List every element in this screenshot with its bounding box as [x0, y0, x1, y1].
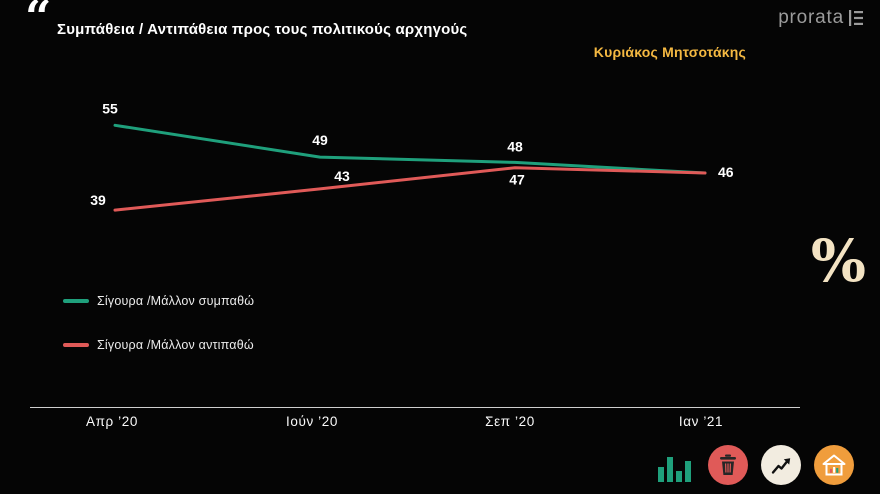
legend-label-sympathize: Σίγουρα /Μάλλον συμπαθώ [97, 294, 255, 308]
legend-label-antipathize: Σίγουρα /Μάλλον αντιπαθώ [97, 338, 254, 352]
series-line-0 [113, 123, 707, 175]
x-axis-label-apr20: Απρ ’20 [86, 414, 138, 429]
point-label: 48 [507, 138, 523, 154]
trash-icon [708, 445, 748, 485]
page-title: Συμπάθεια / Αντιπάθεια προς τους πολιτικ… [57, 21, 468, 38]
x-axis-label-jun20: Ιούν ’20 [286, 414, 338, 429]
prorata-logo: prorata [778, 7, 864, 29]
legend-swatch-green-icon [63, 299, 89, 303]
point-label: 39 [90, 192, 106, 208]
home-chart-icon [814, 445, 854, 485]
series-line-1 [113, 166, 707, 212]
footer-icons [657, 443, 854, 485]
point-label: 46 [718, 164, 734, 180]
trend-up-icon [761, 445, 801, 485]
point-label: 55 [102, 100, 118, 116]
point-label: 49 [312, 132, 328, 148]
legend: Σίγουρα /Μάλλον συμπαθώ Σίγουρα /Μάλλον … [63, 294, 254, 352]
chart-subtitle: Κυριάκος Μητσοτάκης [593, 44, 746, 60]
percent-symbol: % [810, 227, 866, 295]
bar-chart-icon [657, 443, 695, 485]
point-label: 47 [509, 172, 525, 188]
x-axis-line [30, 407, 800, 408]
prorata-logo-mark [849, 10, 863, 26]
x-axis-label-sep20: Σεπ ’20 [485, 414, 535, 429]
prorata-logo-text: prorata [778, 7, 844, 28]
legend-swatch-red-icon [63, 343, 89, 347]
point-label: 43 [334, 168, 350, 184]
x-axis-label-jan21: Ιαν ’21 [678, 414, 724, 429]
legend-item-sympathize: Σίγουρα /Μάλλον συμπαθώ [63, 294, 254, 308]
legend-item-antipathize: Σίγουρα /Μάλλον αντιπαθώ [63, 338, 254, 352]
quote-icon: “ [25, 0, 52, 44]
